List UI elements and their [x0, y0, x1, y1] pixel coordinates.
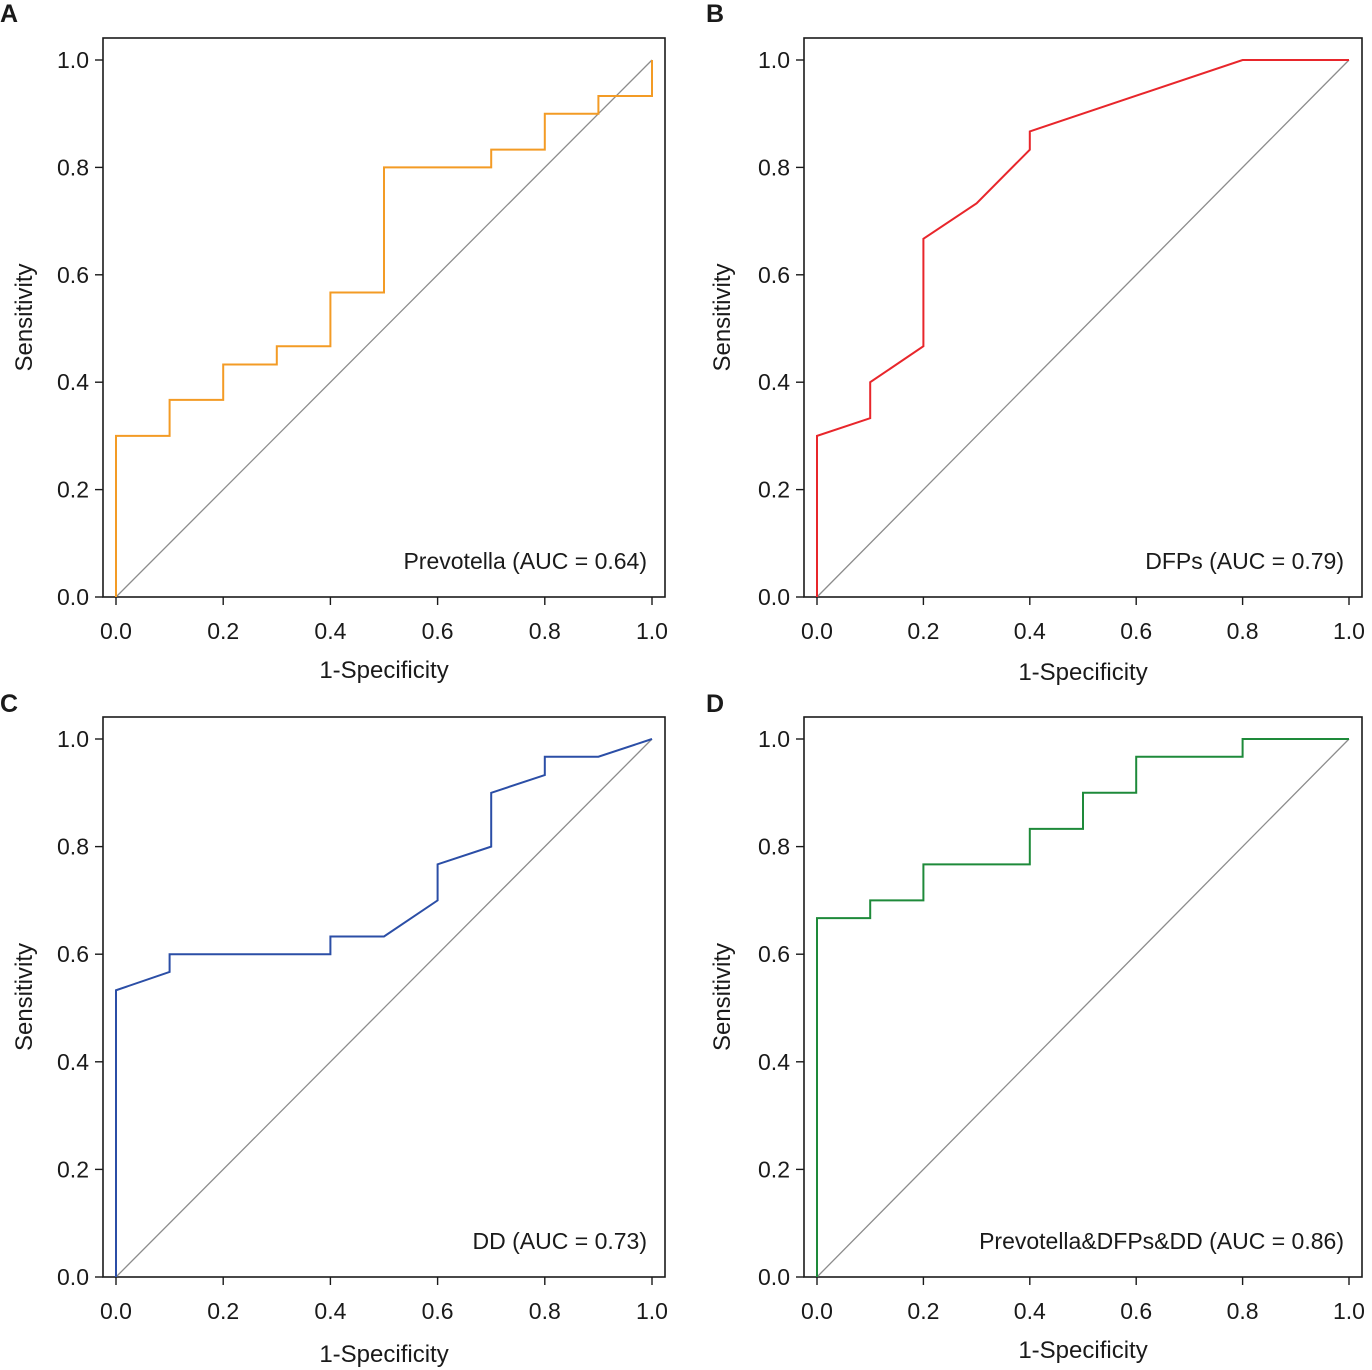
- x-tick-label: 0.8: [529, 618, 561, 644]
- x-tick-label: 1.0: [636, 1298, 668, 1324]
- x-tick-label: 0.6: [1120, 618, 1152, 644]
- plot-frame: [803, 716, 1363, 1278]
- y-tick-label: 0.0: [57, 1264, 89, 1290]
- y-tick-label: 0.8: [758, 834, 790, 860]
- y-tick-label: 1.0: [57, 47, 89, 73]
- panel-letter: C: [0, 690, 18, 718]
- y-tick-label: 0.0: [758, 584, 790, 610]
- plot-frame: [102, 716, 666, 1278]
- x-tick-label: 0.4: [1014, 1298, 1046, 1324]
- y-tick-label: 0.0: [758, 1264, 790, 1290]
- auc-legend: Prevotella (AUC = 0.64): [403, 548, 647, 574]
- y-tick-label: 0.4: [758, 1049, 790, 1075]
- y-tick-label: 1.0: [758, 47, 790, 73]
- roc-curve-line: [816, 59, 1349, 597]
- y-axis-title: Sensitivity: [11, 943, 38, 1051]
- y-tick-label: 0.8: [57, 834, 89, 860]
- panel-letter: D: [706, 690, 724, 718]
- x-axis-title: 1-Specificity: [1018, 659, 1147, 686]
- x-tick-label: 0.0: [801, 1298, 833, 1324]
- y-tick-label: 0.4: [57, 1049, 89, 1075]
- y-tick-label: 0.6: [758, 941, 790, 967]
- y-tick-label: 0.6: [758, 262, 790, 288]
- auc-legend: Prevotella&DFPs&DD (AUC = 0.86): [979, 1228, 1344, 1254]
- x-tick-label: 0.0: [100, 618, 132, 644]
- x-tick-label: 0.6: [422, 618, 454, 644]
- panel-d: D 0.0 0.2 0.4 0.6 0.8 1.0 0.0 0.2 0.4 0.6 0.8 1.0 1-S…: [706, 690, 1365, 1364]
- y-tick-label: 0.2: [57, 477, 89, 503]
- x-tick-label: 0.8: [529, 1298, 561, 1324]
- x-tick-label: 0.0: [801, 618, 833, 644]
- y-tick-label: 0.4: [758, 369, 790, 395]
- y-tick-label: 0.8: [57, 154, 89, 180]
- roc-curve-line: [816, 738, 1349, 1277]
- x-tick-label: 0.2: [207, 618, 239, 644]
- x-tick-label: 0.2: [907, 1298, 939, 1324]
- reference-diagonal: [816, 738, 1350, 1278]
- roc-curve-line: [115, 60, 653, 597]
- x-tick-label: 0.6: [1120, 1298, 1152, 1324]
- reference-diagonal: [115, 738, 653, 1278]
- x-tick-label: 1.0: [1333, 618, 1365, 644]
- y-tick-label: 0.8: [758, 154, 790, 180]
- x-tick-label: 0.8: [1227, 618, 1259, 644]
- x-tick-label: 0.2: [907, 618, 939, 644]
- x-tick-label: 0.2: [207, 1298, 239, 1324]
- auc-legend: DD (AUC = 0.73): [473, 1228, 647, 1254]
- y-tick-label: 0.4: [57, 369, 89, 395]
- roc-curve-line: [115, 738, 653, 1277]
- x-tick-label: 0.4: [1014, 618, 1046, 644]
- y-tick-label: 0.0: [57, 584, 89, 610]
- x-tick-label: 0.0: [100, 1298, 132, 1324]
- x-tick-label: 1.0: [636, 618, 668, 644]
- reference-diagonal: [816, 59, 1350, 598]
- y-tick-label: 0.2: [758, 477, 790, 503]
- x-tick-label: 0.4: [314, 1298, 346, 1324]
- y-tick-label: 1.0: [57, 726, 89, 752]
- reference-diagonal: [115, 59, 653, 598]
- panel-a: A 0.0 0.2 0.4 0.6 0.8 1.0 0.0 0.2 0.4 0.6 0.8 1.0 1-S…: [0, 0, 668, 684]
- x-tick-label: 0.6: [422, 1298, 454, 1324]
- y-axis-title: Sensitivity: [709, 943, 736, 1051]
- panel-c: C 0.0 0.2 0.4 0.6 0.8 1.0 0.0 0.2 0.4 0.6 0.8 1.0 1-S…: [0, 690, 668, 1368]
- y-axis-title: Sensitivity: [11, 263, 38, 371]
- x-tick-label: 1.0: [1333, 1298, 1365, 1324]
- x-tick-label: 0.8: [1227, 1298, 1259, 1324]
- x-axis-title: 1-Specificity: [319, 1341, 448, 1368]
- y-axis-title: Sensitivity: [709, 263, 736, 371]
- panel-b: B 0.0 0.2 0.4 0.6 0.8 1.0 0.0 0.2 0.4 0.6 0.8 1.0 1-S…: [706, 0, 1365, 686]
- y-tick-label: 0.6: [57, 941, 89, 967]
- panel-letter: A: [0, 0, 18, 28]
- x-axis-title: 1-Specificity: [319, 657, 448, 684]
- plot-frame: [102, 37, 666, 598]
- x-tick-label: 0.4: [314, 618, 346, 644]
- y-tick-label: 0.2: [57, 1156, 89, 1182]
- y-tick-label: 0.2: [758, 1156, 790, 1182]
- panel-letter: B: [706, 0, 724, 28]
- auc-legend: DFPs (AUC = 0.79): [1145, 548, 1344, 574]
- x-axis-title: 1-Specificity: [1018, 1337, 1147, 1364]
- y-tick-label: 0.6: [57, 262, 89, 288]
- y-tick-label: 1.0: [758, 726, 790, 752]
- plot-frame: [803, 37, 1363, 598]
